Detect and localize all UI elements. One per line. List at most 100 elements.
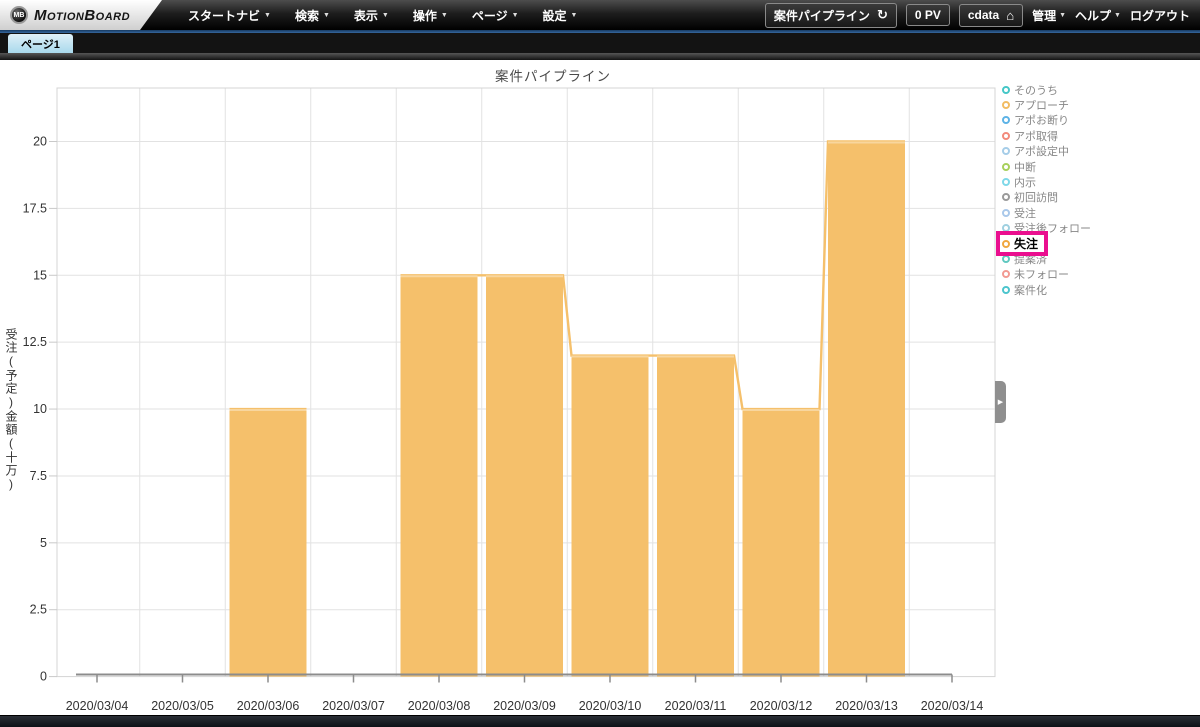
legend-label: 提案済 xyxy=(1014,254,1047,266)
legend-item-1[interactable]: そのうち xyxy=(1002,82,1091,97)
logo-text: MotionBoard xyxy=(34,6,131,24)
caret-down-icon: ▼ xyxy=(264,11,271,19)
menu-view[interactable]: 表示 ▼ xyxy=(353,8,389,23)
menu-help[interactable]: ヘルプ ▼ xyxy=(1075,8,1121,23)
caret-down-icon: ▼ xyxy=(1059,11,1067,19)
y-tick-label: 20 xyxy=(33,135,47,149)
x-tick-label: 2020/03/13 xyxy=(835,699,898,713)
legend-swatch-icon xyxy=(1002,162,1010,171)
menu-settings[interactable]: 設定 ▼ xyxy=(542,8,578,23)
legend-swatch-icon xyxy=(1002,101,1010,110)
bar-2020/03/11[interactable] xyxy=(657,355,734,677)
legend-label: 未フォロー xyxy=(1014,269,1069,282)
page-tab-bar: ページ1 xyxy=(0,33,1200,53)
bar-2020/03/12[interactable] xyxy=(742,409,820,677)
legend-swatch-icon xyxy=(1002,208,1010,217)
legend-item-10[interactable]: 受注後フォロー xyxy=(1002,221,1091,236)
y-tick-label: 12.5 xyxy=(23,335,47,349)
top-right-controls: 案件パイプライン ↻ 0 PV cdata ⌂ 管理 ▼ ヘルプ ▼ ログアウト xyxy=(764,2,1200,28)
caret-down-icon: ▼ xyxy=(570,11,578,19)
caret-down-icon: ▼ xyxy=(381,11,389,19)
legend-swatch-icon xyxy=(1002,193,1010,202)
legend-item-6[interactable]: 中断 xyxy=(1002,159,1091,174)
chevron-right-icon: ▶ xyxy=(997,399,1004,406)
y-tick-label: 2.5 xyxy=(30,603,47,617)
menu-search[interactable]: 検索 ▼ xyxy=(294,8,330,23)
y-tick-label: 15 xyxy=(33,268,47,282)
user-home-button[interactable]: cdata ⌂ xyxy=(958,3,1024,27)
legend-item-11[interactable]: 失注 xyxy=(995,230,1049,257)
legend-swatch-icon xyxy=(1002,239,1010,248)
bar-2020/03/06[interactable] xyxy=(229,409,307,677)
legend-label: 内示 xyxy=(1014,177,1036,190)
y-tick-label: 7.5 xyxy=(30,469,47,483)
menu-startnavi[interactable]: スタートナビ ▼ xyxy=(188,8,271,23)
legend-label: 案件化 xyxy=(1014,284,1047,297)
legend-item-4[interactable]: アポ取得 xyxy=(1002,128,1091,143)
main-menu: スタートナビ ▼ 検索 ▼ 表示 ▼ 操作 ▼ ページ ▼ 設定 ▼ xyxy=(188,7,577,24)
refresh-icon: ↻ xyxy=(876,7,888,22)
x-tick-label: 2020/03/12 xyxy=(750,699,813,713)
mb-logo-icon: MB xyxy=(10,6,28,24)
legend-label: アポ取得 xyxy=(1014,130,1058,143)
x-tick-label: 2020/03/14 xyxy=(921,699,984,713)
caret-down-icon: ▼ xyxy=(322,11,330,19)
x-tick-label: 2020/03/06 xyxy=(237,699,300,713)
legend-item-3[interactable]: アポお断り xyxy=(1002,113,1091,128)
motionboard-logo: MB MotionBoard xyxy=(0,0,162,30)
legend-label: アプローチ xyxy=(1014,100,1069,113)
logout-link[interactable]: ログアウト xyxy=(1129,8,1190,23)
legend-item-5[interactable]: アポ設定中 xyxy=(1002,144,1091,159)
legend-swatch-icon xyxy=(1002,254,1010,263)
menu-operation[interactable]: 操作 ▼ xyxy=(412,8,448,23)
y-tick-label: 10 xyxy=(33,402,47,416)
caret-down-icon: ▼ xyxy=(440,11,448,19)
legend-swatch-icon xyxy=(1002,285,1010,294)
board-content-area: 案件パイプライン 2020/03/04 2020/03/05 2020/03/06 2… xyxy=(0,60,1200,715)
x-tick-label: 2020/03/05 xyxy=(151,699,214,713)
legend-item-13[interactable]: 未フォロー xyxy=(1002,267,1091,282)
x-tick-label: 2020/03/04 xyxy=(66,699,129,713)
bar-2020/03/09[interactable] xyxy=(486,275,563,677)
x-tick-label: 2020/03/07 xyxy=(322,699,385,713)
caret-down-icon: ▼ xyxy=(1114,11,1121,19)
legend-item-12[interactable]: 提案済 xyxy=(1002,251,1091,266)
legend-swatch-icon xyxy=(1002,85,1010,94)
legend-label: アポ設定中 xyxy=(1014,146,1069,159)
bar-2020/03/08[interactable] xyxy=(400,275,478,677)
bar-2020/03/13[interactable] xyxy=(828,141,905,677)
board-refresh-button[interactable]: 案件パイプライン ↻ xyxy=(764,2,897,28)
legend-swatch-icon xyxy=(1002,116,1010,125)
legend-label: アポお断り xyxy=(1014,115,1069,128)
bar-2020/03/10[interactable] xyxy=(571,355,649,677)
legend-swatch-icon xyxy=(1002,224,1010,233)
accent-divider xyxy=(0,30,1200,33)
legend-swatch-icon xyxy=(1002,270,1010,279)
menu-page[interactable]: ページ ▼ xyxy=(471,8,519,23)
legend-label: 受注 xyxy=(1014,207,1036,220)
y-tick-label: 0 xyxy=(40,670,47,684)
pipeline-bar-chart: 2020/03/04 2020/03/05 2020/03/06 2020/03/07… xyxy=(23,87,996,713)
legend-label: 中断 xyxy=(1014,161,1036,174)
legend-item-14[interactable]: 案件化 xyxy=(1002,282,1091,297)
x-tick-label: 2020/03/08 xyxy=(408,699,471,713)
x-tick-label: 2020/03/11 xyxy=(665,699,727,713)
y-axis-title: 受注(予定)金額(十万) xyxy=(4,328,18,492)
legend-label: 失注 xyxy=(1014,237,1039,252)
legend-item-8[interactable]: 初回訪問 xyxy=(1002,190,1091,205)
legend-item-2[interactable]: アプローチ xyxy=(1002,97,1091,112)
chart-legend: そのうちアプローチアポお断りアポ取得アポ設定中中断内示初回訪問受注受注後フォロー… xyxy=(995,82,1091,297)
tab-page1[interactable]: ページ1 xyxy=(8,34,73,53)
legend-item-9[interactable]: 受注 xyxy=(1002,205,1091,220)
legend-swatch-icon xyxy=(1002,131,1010,140)
chart-title: 案件パイプライン xyxy=(495,69,611,84)
legend-label: 受注後フォロー xyxy=(1014,223,1091,236)
caret-down-icon: ▼ xyxy=(511,11,519,19)
legend-item-7[interactable]: 内示 xyxy=(1002,174,1091,189)
legend-label: 初回訪問 xyxy=(1014,192,1058,205)
pv-counter-badge[interactable]: 0 PV xyxy=(905,4,950,26)
menu-admin[interactable]: 管理 ▼ xyxy=(1032,8,1067,23)
series-line xyxy=(400,140,905,411)
side-panel-expand-handle[interactable]: ▶ xyxy=(995,381,1006,423)
legend-label: そのうち xyxy=(1014,84,1058,97)
